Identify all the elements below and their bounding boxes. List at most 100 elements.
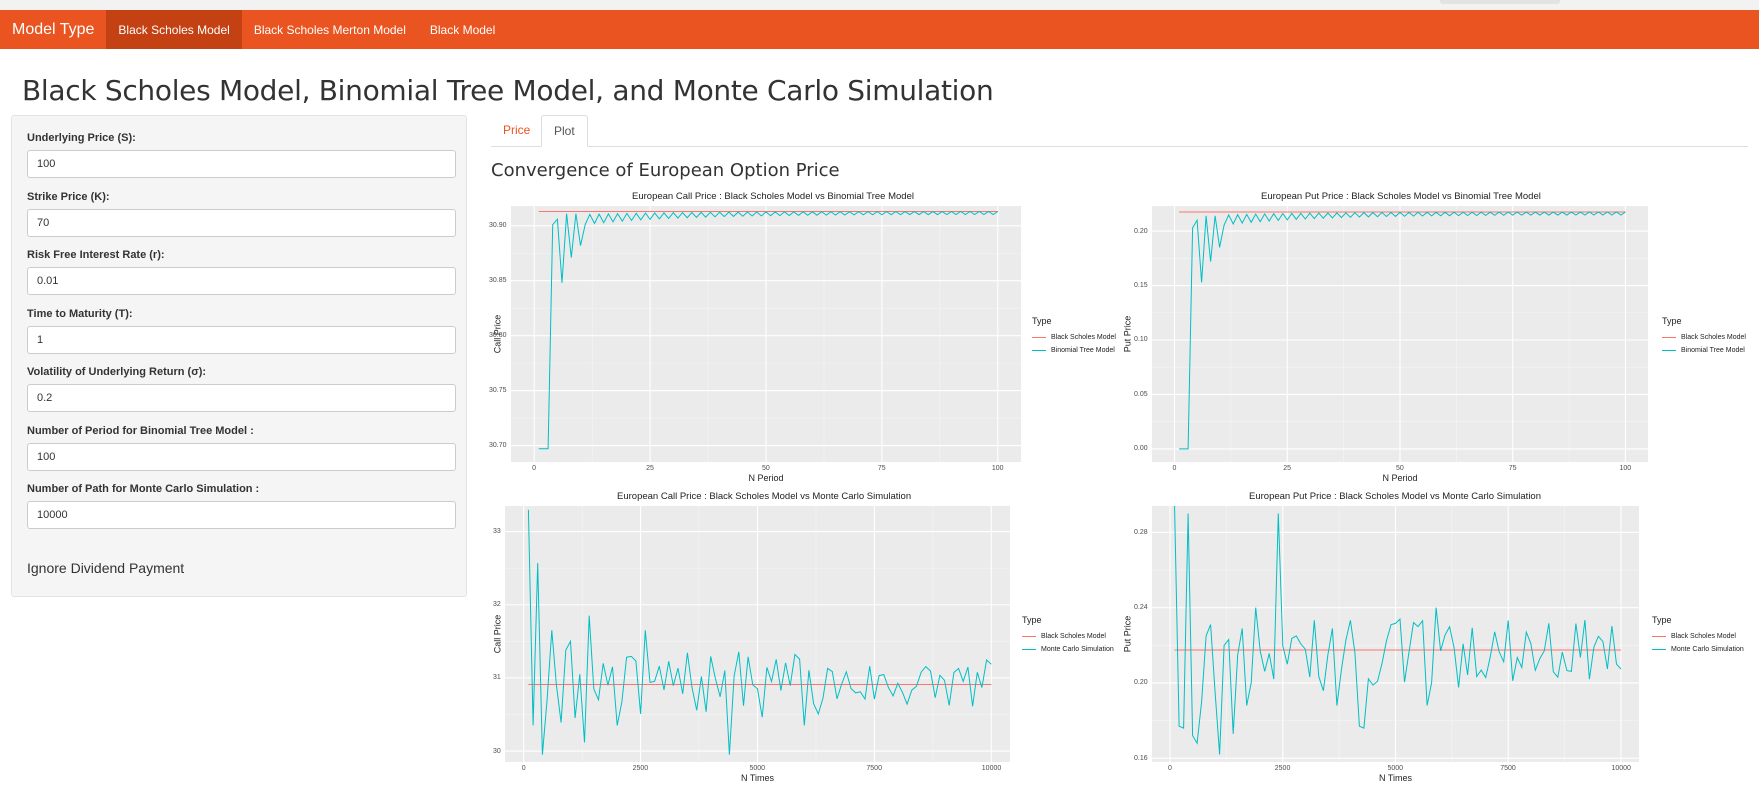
x-tick-label: 75 [1508,465,1517,472]
legend-label: Black Scholes Model [1671,633,1736,640]
y-axis-label: Call Price [491,614,502,654]
page-title: Black Scholes Model, Binomial Tree Model… [22,74,994,107]
nav-item-black-model[interactable]: Black Model [429,22,496,37]
series-line-monte-carlo-simulation [1174,506,1622,755]
y-tick-label: 30.75 [489,387,507,395]
x-tick-label: 0 [1168,765,1172,772]
y-tick-label: 32 [493,601,501,609]
x-tick-label: 50 [762,465,770,472]
chart-title: European Call Price : Black Scholes Mode… [632,191,914,202]
x-tick-label: 0 [532,465,537,472]
y-tick-label: 0.05 [1134,390,1148,398]
y-tick-label: 30 [493,747,501,755]
x-tick-label: 25 [1283,465,1292,472]
chart-legend: Type Black Scholes Model Monte Carlo Simul… [1652,615,1744,656]
monte-carlo-paths-input[interactable]: 10000 [27,501,456,529]
legend-label: Black Scholes Model [1051,334,1116,341]
y-tick-label: 0.10 [1134,336,1148,344]
legend-item: Black Scholes Model [1022,630,1114,643]
y-tick-label: 31 [493,674,501,682]
x-tick-label: 7500 [866,765,882,772]
y-tick-label: 0.28 [1134,528,1148,536]
legend-key [1022,636,1036,637]
legend-title: Type [1032,316,1052,326]
legend-label: Monte Carlo Simulation [1671,646,1744,653]
x-tick-label: 50 [1396,465,1404,472]
legend-key [1022,649,1036,650]
tab-plot[interactable]: Plot [541,115,588,147]
x-tick-label: 2500 [1274,765,1291,772]
y-tick-label: 30.90 [489,222,507,230]
top-navbar: Model Type Black Scholes Model Black Sch… [0,10,1759,49]
strike-price-input[interactable]: 70 [27,209,456,237]
y-tick-label: 0.16 [1134,754,1148,762]
chart-title: European Call Price : Black Scholes Mode… [617,491,912,502]
x-axis-label: N Times [741,773,775,783]
strike-price-label: Strike Price (K): [27,191,110,203]
legend-label: Monte Carlo Simulation [1041,646,1114,653]
browser-address-bar-edge [1440,0,1560,4]
risk-free-rate-label: Risk Free Interest Rate (r): [27,249,165,261]
navbar-brand[interactable]: Model Type [12,20,95,38]
legend-item: Black Scholes Model [1652,630,1744,643]
volatility-field: Volatility of Underlying Return (σ): 0.2 [27,366,456,412]
legend-label: Binomial Tree Model [1681,347,1745,354]
chart-title: European Put Price : Black Scholes Model… [1249,491,1541,502]
time-to-maturity-input[interactable]: 1 [27,326,456,354]
legend-item: Binomial Tree Model [1662,344,1746,357]
chart-title: European Put Price : Black Scholes Model… [1261,191,1541,202]
underlying-price-field: Underlying Price (S): 100 [27,132,456,178]
legend-key [1662,350,1676,351]
y-tick-label: 0.00 [1134,445,1148,453]
x-tick-label: 7500 [1500,765,1516,772]
time-to-maturity-label: Time to Maturity (T): [27,308,133,320]
legend-label: Black Scholes Model [1681,334,1746,341]
monte-carlo-paths-label: Number of Path for Monte Carlo Simulatio… [27,483,260,495]
plot-panel [511,206,1021,462]
volatility-label: Volatility of Underlying Return (σ): [27,366,207,378]
legend-item: Black Scholes Model [1662,331,1746,344]
y-tick-label: 33 [493,528,501,536]
plot-panel [1152,506,1639,762]
x-tick-label: 100 [1619,465,1632,472]
legend-label: Black Scholes Model [1041,633,1106,640]
x-tick-label: 5000 [1387,765,1404,772]
legend-title: Type [1652,615,1672,625]
y-tick-label: 30.85 [489,277,507,285]
section-title: Convergence of European Option Price [491,160,840,181]
plot-panel [505,506,1010,762]
nav-item-black-scholes-model[interactable]: Black Scholes Model [106,10,242,49]
underlying-price-label: Underlying Price (S): [27,132,136,144]
y-axis-label: Put Price [1121,315,1132,353]
series-line-binomial-tree-model [1179,211,1626,450]
x-tick-label: 75 [877,465,886,472]
tab-price[interactable]: Price [503,123,531,137]
y-tick-label: 30.80 [489,332,507,340]
underlying-price-input[interactable]: 100 [27,150,456,178]
result-tabs: Price Plot [491,115,1748,147]
binomial-periods-field: Number of Period for Binomial Tree Model… [27,425,456,471]
legend-key [1032,337,1046,338]
input-sidebar-panel: Underlying Price (S): 100 Strike Price (… [11,115,467,597]
risk-free-rate-input[interactable]: 0.01 [27,267,456,295]
binomial-periods-input[interactable]: 100 [27,443,456,471]
x-tick-label: 5000 [749,765,766,772]
x-axis-label: N Period [748,473,784,483]
x-tick-label: 2500 [632,765,649,772]
volatility-input[interactable]: 0.2 [27,384,456,412]
x-tick-label: 0 [521,765,526,772]
binomial-periods-label: Number of Period for Binomial Tree Model… [27,425,254,437]
chart-legend: Type Black Scholes Model Binomial Tree Mod… [1662,316,1746,357]
legend-key [1652,649,1666,650]
series-line-monte-carlo-simulation [527,509,992,755]
y-tick-label: 0.20 [1134,227,1148,235]
chart-legend: Type Black Scholes Model Binomial Tree Mod… [1032,316,1116,357]
legend-key [1662,337,1676,338]
legend-title: Type [1662,316,1682,326]
legend-title: Type [1022,615,1042,625]
legend-key [1652,636,1666,637]
y-tick-label: 0.24 [1134,604,1148,612]
nav-item-black-scholes-merton-model[interactable]: Black Scholes Merton Model [253,22,406,37]
legend-item: Binomial Tree Model [1032,344,1116,357]
time-to-maturity-field: Time to Maturity (T): 1 [27,308,456,354]
